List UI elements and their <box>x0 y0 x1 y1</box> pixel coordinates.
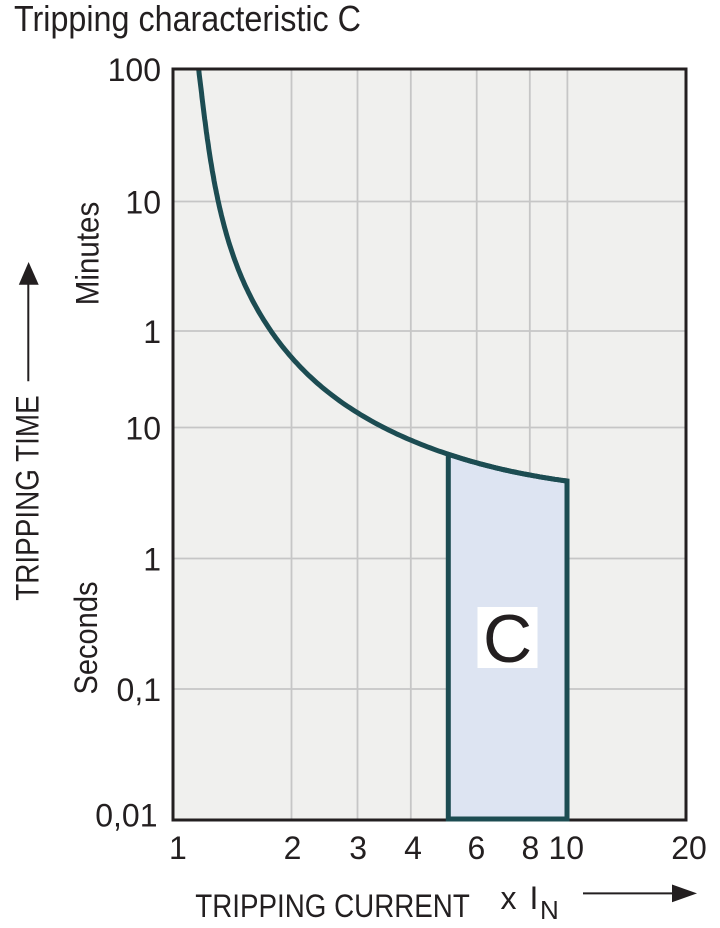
svg-text:0,01: 0,01 <box>95 798 157 834</box>
svg-text:Minutes: Minutes <box>70 202 106 306</box>
svg-text:Seconds: Seconds <box>68 582 104 695</box>
svg-text:x: x <box>501 880 517 916</box>
svg-text:20: 20 <box>671 830 707 866</box>
svg-text:0,1: 0,1 <box>117 672 161 708</box>
svg-text:N: N <box>540 895 559 925</box>
svg-text:1: 1 <box>143 314 161 350</box>
svg-text:1: 1 <box>169 830 187 866</box>
svg-text:Tripping characteristic C: Tripping characteristic C <box>14 0 361 39</box>
svg-text:2: 2 <box>284 830 302 866</box>
svg-text:6: 6 <box>468 830 486 866</box>
svg-text:TRIPPING TIME: TRIPPING TIME <box>10 395 46 601</box>
svg-text:100: 100 <box>108 52 161 88</box>
svg-text:TRIPPING CURRENT: TRIPPING CURRENT <box>195 888 470 924</box>
svg-text:4: 4 <box>404 830 422 866</box>
svg-text:3: 3 <box>349 830 367 866</box>
svg-text:1: 1 <box>143 541 161 577</box>
svg-text:10: 10 <box>125 184 161 220</box>
svg-text:10: 10 <box>125 410 161 446</box>
svg-text:I: I <box>530 880 539 916</box>
svg-text:8: 8 <box>522 830 540 866</box>
svg-text:C: C <box>483 601 532 677</box>
svg-text:10: 10 <box>549 830 585 866</box>
